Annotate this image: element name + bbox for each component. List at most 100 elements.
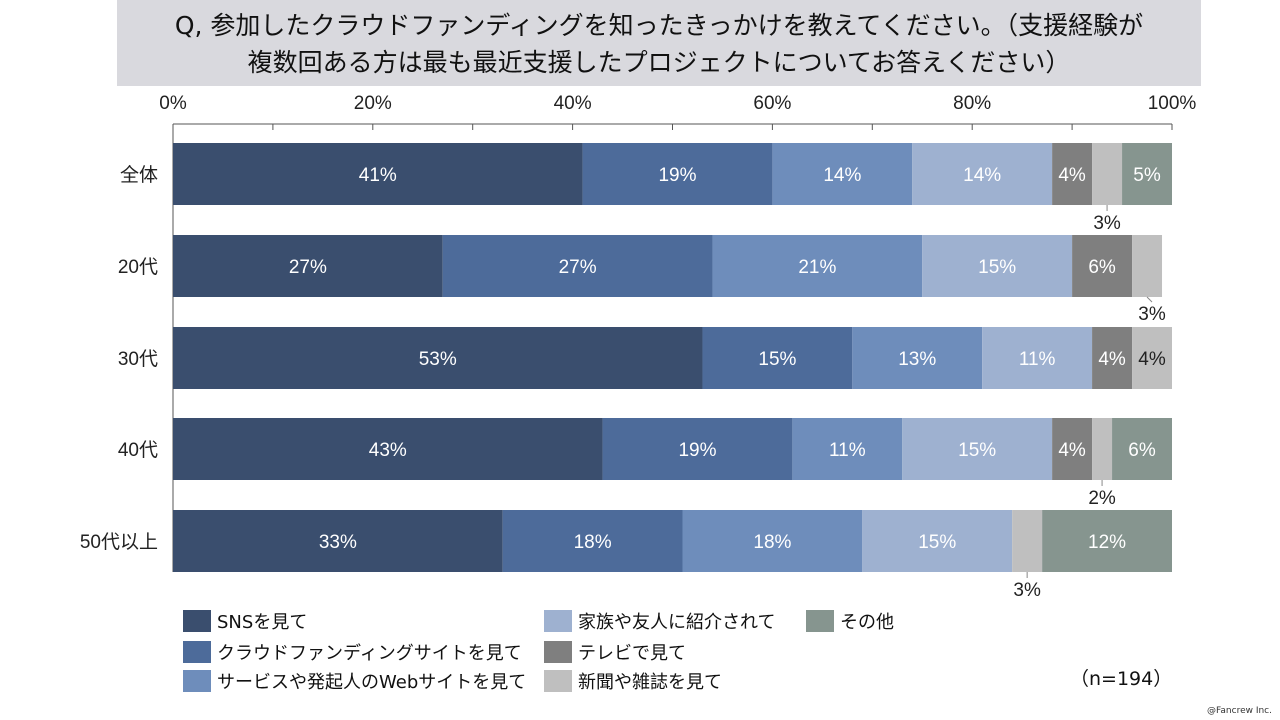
legend-label: テレビで見て xyxy=(578,643,686,664)
category-label: 20代 xyxy=(118,256,158,278)
sample-size-note: （n=194） xyxy=(1070,668,1173,690)
bar-segment xyxy=(173,235,443,297)
legend-label: クラウドファンディングサイトを見て xyxy=(217,643,522,664)
bar-segment xyxy=(862,510,1013,572)
bar-segment xyxy=(1072,235,1133,297)
x-tick-label: 20% xyxy=(354,93,392,114)
bar-segment xyxy=(772,143,913,205)
data-label: 4% xyxy=(1138,349,1166,370)
bar-segment xyxy=(702,327,853,389)
data-label: 11% xyxy=(829,440,866,461)
data-label: 14% xyxy=(823,165,861,186)
data-label: 33% xyxy=(319,532,357,553)
legend-item: その他 xyxy=(806,609,894,633)
question-title-line-1: Q, 参加したクラウドファンディングを知ったきっかけを教えてください。（支援経験… xyxy=(174,11,1144,40)
bar-segment xyxy=(1132,235,1163,297)
legend-swatch xyxy=(183,670,211,692)
data-label: 15% xyxy=(918,532,956,553)
bar-segment xyxy=(1092,327,1133,389)
data-label: 27% xyxy=(289,257,327,278)
bar-segment xyxy=(442,235,713,297)
data-label-outside: 3% xyxy=(1093,213,1121,234)
data-label: 19% xyxy=(678,440,716,461)
legend-item: サービスや発起人のWebサイトを見て xyxy=(183,669,526,693)
bar-segment xyxy=(1132,327,1172,389)
bar-segment xyxy=(712,235,923,297)
data-label: 14% xyxy=(963,165,1001,186)
data-label: 6% xyxy=(1128,440,1156,461)
category-label: 50代以上 xyxy=(80,531,158,553)
bar-segment xyxy=(173,327,703,389)
legend-swatch xyxy=(806,610,834,632)
data-label: 43% xyxy=(369,440,407,461)
data-label-outside: 2% xyxy=(1088,488,1116,509)
bar-segment xyxy=(682,510,863,572)
legend-item: 新聞や雑誌を見て xyxy=(544,669,722,693)
legend-swatch xyxy=(544,610,572,632)
x-tick-label: 0% xyxy=(159,93,187,114)
bar-segment xyxy=(1052,143,1093,205)
data-label: 6% xyxy=(1088,257,1116,278)
data-label: 15% xyxy=(758,349,796,370)
category-label: 30代 xyxy=(118,348,158,370)
legend-label: 家族や友人に紹介されて xyxy=(578,612,776,633)
x-tick-label: 60% xyxy=(753,93,791,114)
bar-segment xyxy=(173,510,503,572)
data-label: 12% xyxy=(1088,532,1126,553)
bar-segment xyxy=(922,235,1073,297)
data-label: 4% xyxy=(1058,440,1086,461)
category-label: 全体 xyxy=(120,164,158,186)
bar-segment xyxy=(1042,510,1172,572)
bar-segment xyxy=(1012,510,1043,572)
bar-segment xyxy=(852,327,983,389)
category-label: 40代 xyxy=(118,439,158,461)
x-tick-label: 80% xyxy=(953,93,991,114)
x-tick-label: 100% xyxy=(1148,93,1197,114)
data-label: 18% xyxy=(574,532,612,553)
legend-label: サービスや発起人のWebサイトを見て xyxy=(217,672,527,693)
bar-segment xyxy=(982,327,1093,389)
question-title-box: Q, 参加したクラウドファンディングを知ったきっかけを教えてください。（支援経験… xyxy=(117,0,1201,86)
legend-item: クラウドファンディングサイトを見て xyxy=(183,640,522,664)
legend-label: SNSを見て xyxy=(217,612,308,633)
data-label-outside: 3% xyxy=(1138,304,1166,325)
copyright-credit: @Fancrew Inc. xyxy=(1207,706,1272,716)
data-label: 15% xyxy=(958,440,996,461)
data-label-outside: 3% xyxy=(1013,580,1041,601)
bar-segment xyxy=(1092,418,1113,480)
legend-item: SNSを見て xyxy=(183,609,307,633)
bar-segment xyxy=(1092,143,1123,205)
bar-segment xyxy=(173,143,583,205)
bar-segment xyxy=(582,143,773,205)
bar-segment xyxy=(602,418,793,480)
bar-segment xyxy=(1112,418,1172,480)
legend-swatch xyxy=(183,610,211,632)
data-label: 4% xyxy=(1058,165,1086,186)
bar-segment xyxy=(902,418,1053,480)
bar-segment xyxy=(502,510,683,572)
data-label: 18% xyxy=(753,532,791,553)
data-label: 15% xyxy=(978,257,1016,278)
data-label: 27% xyxy=(559,257,597,278)
legend-swatch xyxy=(544,641,572,663)
legend-label: その他 xyxy=(840,612,894,633)
legend-label: 新聞や雑誌を見て xyxy=(578,672,722,693)
data-label: 13% xyxy=(898,349,936,370)
bar-segment xyxy=(912,143,1053,205)
legend-swatch xyxy=(544,670,572,692)
data-label: 41% xyxy=(359,165,397,186)
legend-item: テレビで見て xyxy=(544,640,686,664)
legend-swatch xyxy=(183,641,211,663)
bar-segment xyxy=(792,418,903,480)
data-label: 5% xyxy=(1133,165,1161,186)
bar-segment xyxy=(1122,143,1172,205)
bar-segment xyxy=(173,418,603,480)
data-label: 21% xyxy=(798,257,836,278)
leader-line xyxy=(1146,296,1153,303)
data-label: 53% xyxy=(419,349,457,370)
legend-item: 家族や友人に紹介されて xyxy=(544,609,775,633)
data-label: 4% xyxy=(1098,349,1126,370)
data-label: 19% xyxy=(658,165,696,186)
question-title-line-2: 複数回ある方は最も最近支援したプロジェクトについてお答えください） xyxy=(247,48,1071,77)
